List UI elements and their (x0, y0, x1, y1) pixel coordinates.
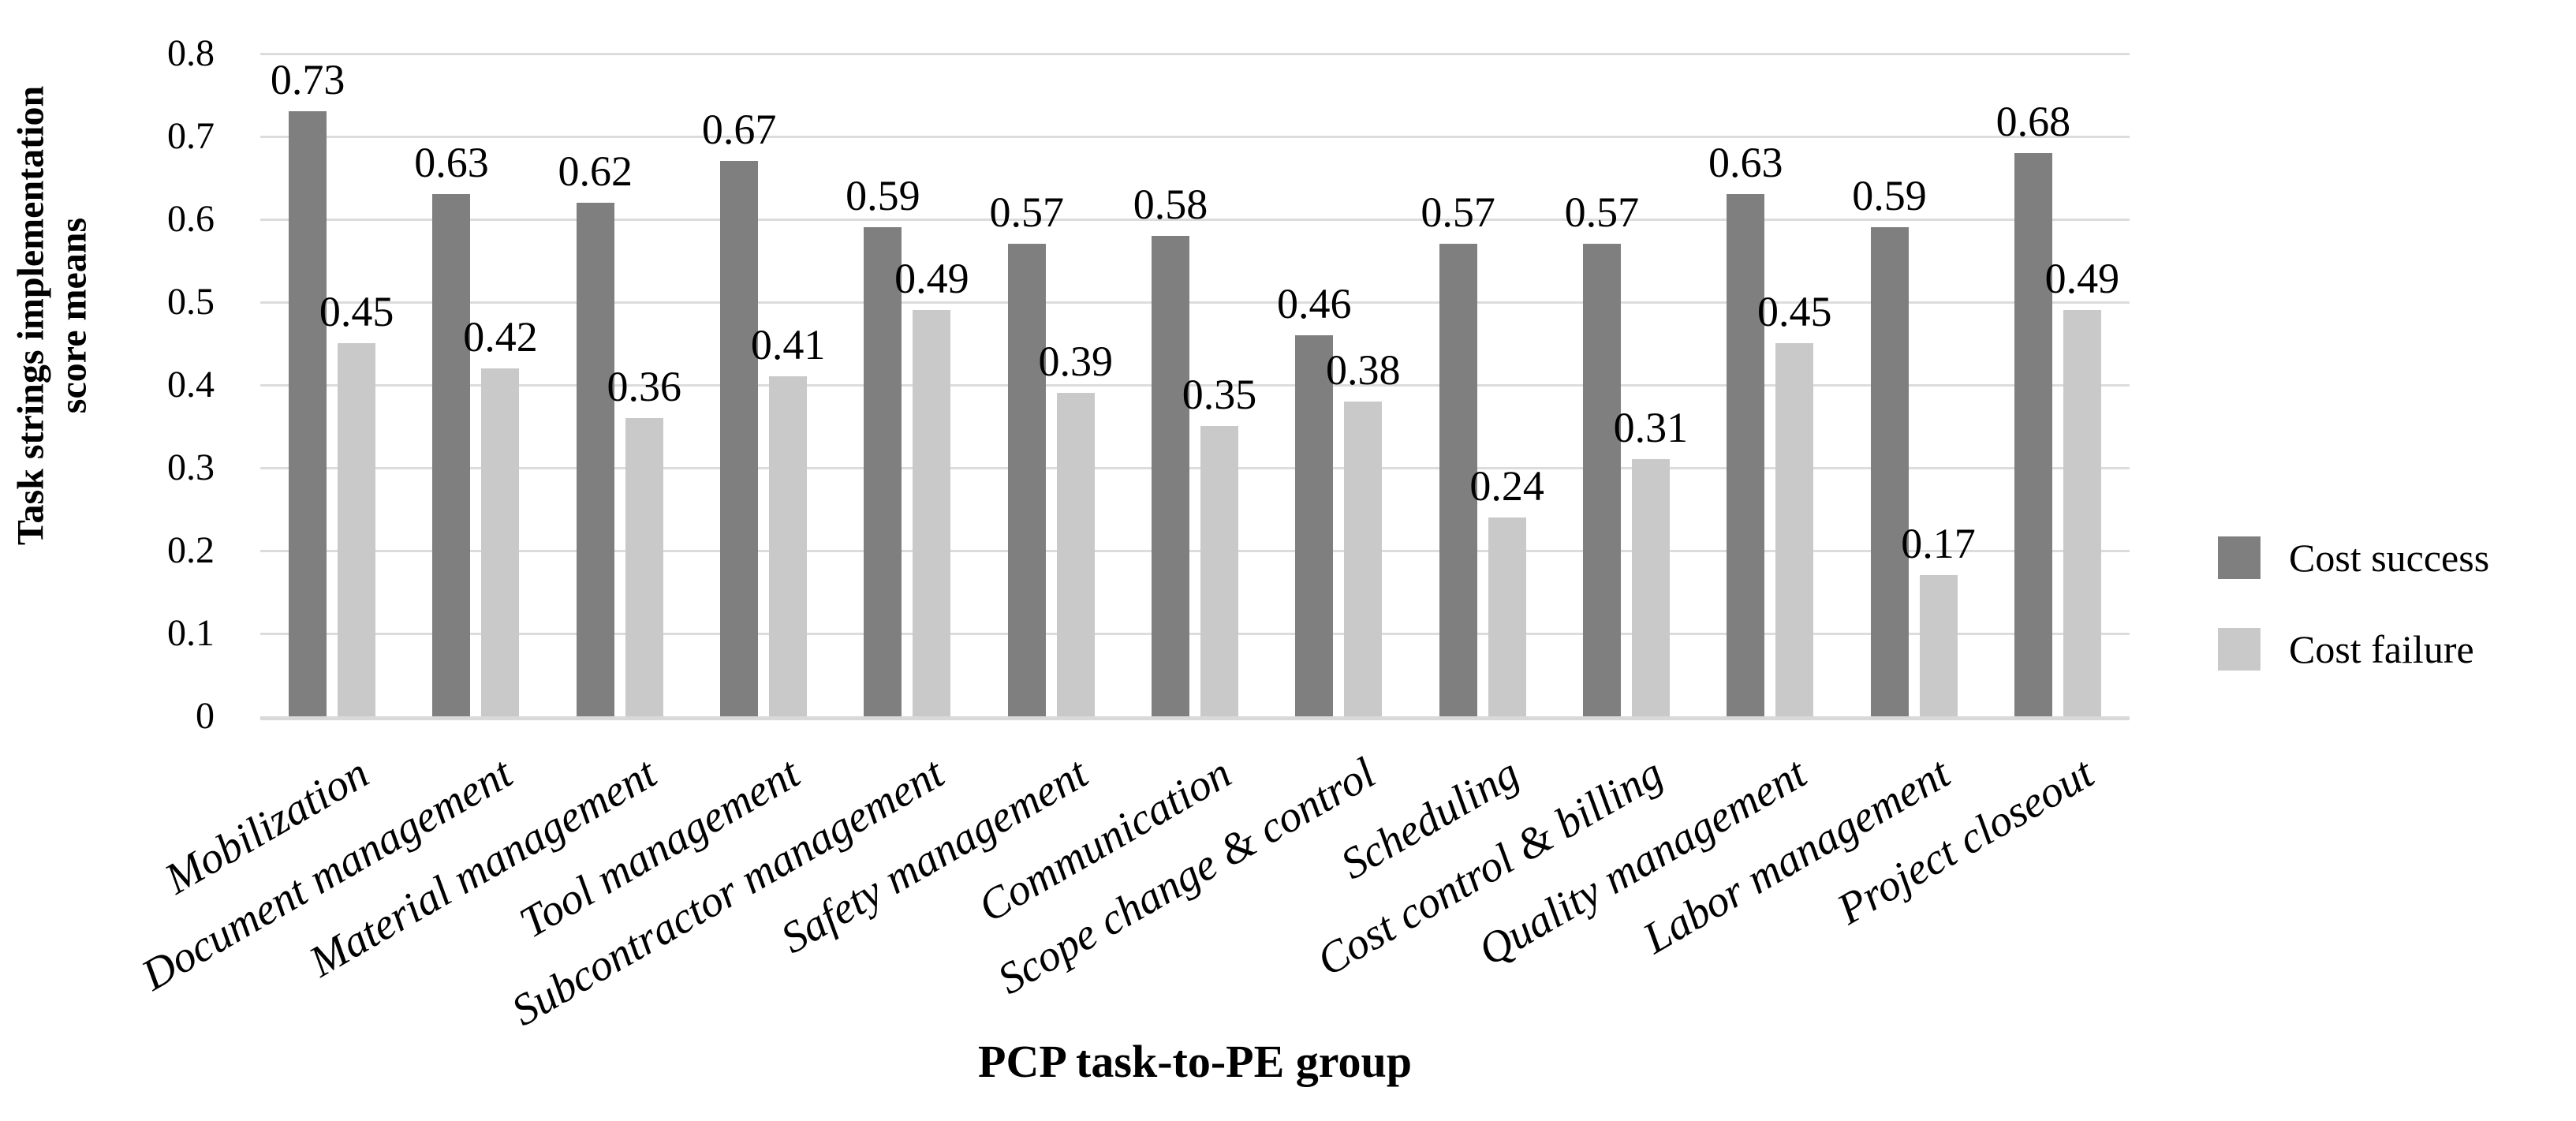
gridline-0.7 (260, 136, 2130, 138)
legend-label-cost-failure: Cost failure (2289, 627, 2474, 671)
legend: Cost success Cost failure (2218, 535, 2489, 718)
bar-cost-failure-9 (1631, 459, 1670, 716)
bar-cost-success-6 (1152, 236, 1189, 716)
value-label-cost-failure-0: 0.45 (319, 288, 394, 335)
value-label-cost-success-0: 0.73 (270, 56, 345, 103)
y-tick-label-0.6: 0.6 (167, 198, 215, 240)
y-tick-label-0.5: 0.5 (167, 281, 215, 323)
bar-cost-success-12 (2014, 153, 2052, 716)
y-tick-label-0: 0 (196, 695, 215, 737)
gridline-0.6 (260, 219, 2130, 221)
gridline-0.8 (260, 53, 2130, 55)
gridline-0.2 (260, 550, 2130, 552)
value-label-cost-success-5: 0.57 (989, 189, 1064, 236)
value-label-cost-failure-12: 0.49 (2044, 255, 2120, 302)
value-label-cost-failure-1: 0.42 (463, 313, 538, 361)
value-label-cost-failure-7: 0.38 (1326, 346, 1401, 394)
bar-cost-success-0 (289, 111, 327, 716)
legend-item-cost-success: Cost success (2218, 535, 2489, 581)
value-label-cost-success-1: 0.63 (414, 139, 489, 186)
value-label-cost-failure-5: 0.39 (1038, 338, 1113, 385)
bar-cost-success-9 (1582, 244, 1621, 716)
bar-cost-failure-8 (1488, 518, 1526, 716)
value-label-cost-success-8: 0.57 (1421, 189, 1495, 236)
bar-cost-success-11 (1870, 227, 1909, 716)
bar-cost-success-10 (1727, 194, 1765, 716)
value-label-cost-failure-6: 0.35 (1182, 371, 1257, 418)
legend-swatch-cost-failure (2218, 628, 2261, 671)
bar-cost-failure-10 (1775, 343, 1814, 716)
value-label-cost-failure-3: 0.41 (750, 321, 826, 368)
gridline-0.5 (260, 301, 2130, 304)
y-tick-label-0.1: 0.1 (167, 612, 215, 654)
bar-cost-success-3 (720, 161, 759, 716)
gridline-0.3 (260, 467, 2130, 469)
bar-cost-failure-1 (481, 368, 520, 716)
legend-item-cost-failure: Cost failure (2218, 626, 2489, 672)
value-label-cost-failure-8: 0.24 (1469, 462, 1544, 510)
bar-cost-failure-0 (338, 343, 376, 716)
y-tick-label-0.7: 0.7 (167, 115, 215, 157)
bar-cost-failure-11 (1919, 575, 1958, 716)
value-label-cost-success-10: 0.63 (1708, 139, 1783, 186)
bar-cost-failure-4 (913, 310, 951, 716)
y-tick-label-0.2: 0.2 (167, 529, 215, 571)
bar-cost-success-2 (576, 203, 614, 716)
legend-swatch-cost-success (2218, 536, 2261, 579)
value-label-cost-success-2: 0.62 (558, 148, 633, 195)
y-tick-label-0.4: 0.4 (167, 364, 215, 405)
bar-cost-failure-2 (625, 418, 663, 716)
gridline-0.4 (260, 384, 2130, 387)
bar-cost-success-7 (1295, 335, 1334, 716)
legend-label-cost-success: Cost success (2289, 536, 2490, 580)
value-label-cost-success-7: 0.46 (1277, 280, 1352, 327)
bar-cost-success-8 (1439, 244, 1477, 716)
y-tick-label-0.3: 0.3 (167, 447, 215, 488)
value-label-cost-failure-10: 0.45 (1757, 288, 1832, 335)
bar-cost-success-5 (1007, 244, 1046, 716)
bar-cost-failure-6 (1200, 426, 1238, 716)
x-axis-line (260, 716, 2130, 720)
value-label-cost-success-9: 0.57 (1564, 189, 1640, 236)
bar-cost-failure-7 (1344, 402, 1383, 716)
bar-cost-success-4 (864, 227, 902, 716)
bar-cost-failure-3 (769, 376, 808, 716)
value-label-cost-failure-2: 0.36 (607, 363, 682, 410)
bar-cost-success-1 (432, 194, 471, 716)
bar-cost-failure-5 (1056, 393, 1095, 716)
value-label-cost-failure-11: 0.17 (1901, 520, 1976, 567)
value-label-cost-failure-4: 0.49 (894, 255, 969, 302)
bar-cost-failure-12 (2063, 310, 2101, 716)
x-axis-title: PCP task-to-PE group (978, 1036, 1412, 1087)
gridline-0.1 (260, 633, 2130, 635)
value-label-cost-success-6: 0.58 (1133, 181, 1208, 228)
value-label-cost-success-12: 0.68 (1995, 98, 2071, 145)
value-label-cost-success-3: 0.67 (701, 106, 777, 153)
y-tick-label-0.8: 0.8 (167, 32, 215, 74)
value-label-cost-failure-9: 0.31 (1613, 404, 1689, 451)
value-label-cost-success-4: 0.59 (846, 172, 920, 219)
value-label-cost-success-11: 0.59 (1852, 172, 1927, 219)
